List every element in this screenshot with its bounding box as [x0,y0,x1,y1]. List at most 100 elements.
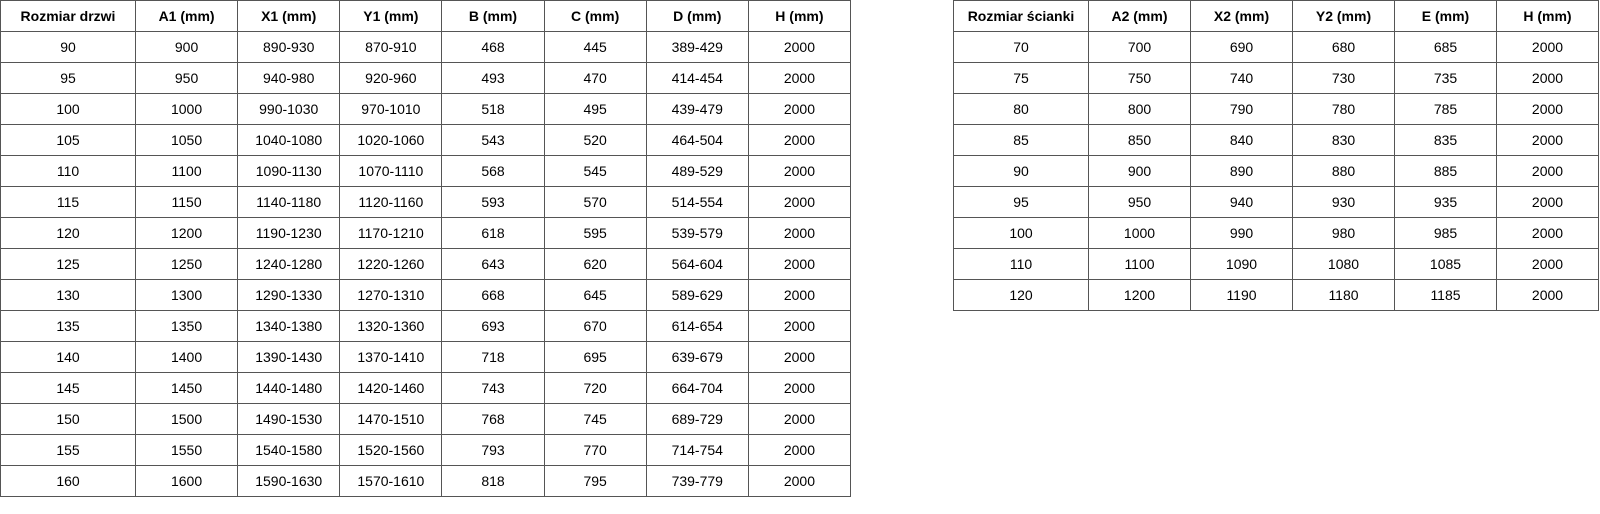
cell: 514-554 [645,186,749,218]
cell: 520 [543,124,647,156]
cell: 835 [1394,124,1497,156]
cell: 735 [1394,62,1497,94]
cell: 818 [441,465,545,497]
cell: 2000 [1496,93,1599,125]
row: 95 950 940-980 920-960 493 470 414-454 2000 [0,62,852,94]
header-cell: A1 (mm) [134,0,239,32]
cell: 75 [953,62,1089,94]
cell: 890-930 [237,31,341,63]
cell: 80 [953,93,1089,125]
cell: 1490-1530 [237,403,341,435]
cell: 1100 [134,155,239,187]
row: 140 1400 1390-1430 1370-1410 718 695 639-679 20… [0,341,852,373]
cell: 1300 [134,279,239,311]
cell: 1600 [134,465,239,497]
cell: 1420-1460 [339,372,443,404]
cell: 160 [0,465,136,497]
cell: 900 [1088,155,1191,187]
cell: 2000 [747,186,852,218]
cell: 743 [441,372,545,404]
cell: 2000 [747,248,852,280]
cell: 1590-1630 [237,465,341,497]
row: 125 1250 1240-1280 1220-1260 643 620 564-604 20… [0,248,852,280]
header-cell: X1 (mm) [237,0,341,32]
cell: 720 [543,372,647,404]
cell: 1090-1130 [237,155,341,187]
cell: 990 [1190,217,1293,249]
row: 90 900 890 880 885 2000 [953,155,1599,187]
cell: 645 [543,279,647,311]
cell: 1450 [134,372,239,404]
cell: 1370-1410 [339,341,443,373]
cell: 1185 [1394,279,1497,311]
cell: 718 [441,341,545,373]
header-cell: Y2 (mm) [1292,0,1395,32]
cell: 145 [0,372,136,404]
cell: 970-1010 [339,93,443,125]
cell: 2000 [747,434,852,466]
cell: 1200 [1088,279,1191,311]
cell: 1085 [1394,248,1497,280]
cell: 700 [1088,31,1191,63]
cell: 135 [0,310,136,342]
row: 85 850 840 830 835 2000 [953,124,1599,156]
cell: 885 [1394,155,1497,187]
cell: 1070-1110 [339,155,443,187]
row: 100 1000 990 980 985 2000 [953,217,1599,249]
cell: 985 [1394,217,1497,249]
cell: 935 [1394,186,1497,218]
cell: 2000 [747,93,852,125]
cell: 470 [543,62,647,94]
cell: 1020-1060 [339,124,443,156]
row: 120 1200 1190 1180 1185 2000 [953,279,1599,311]
cell: 714-754 [645,434,749,466]
cell: 1170-1210 [339,217,443,249]
cell: 930 [1292,186,1395,218]
cell: 140 [0,341,136,373]
cell: 1340-1380 [237,310,341,342]
cell: 795 [543,465,647,497]
cell: 768 [441,403,545,435]
cell: 493 [441,62,545,94]
wall-table: Rozmiar ścianki A2 (mm) X2 (mm) Y2 (mm) E (m… [953,0,1599,311]
header-row: Rozmiar drzwi A1 (mm) X1 (mm) Y1 (mm) B (mm)… [0,0,852,32]
cell: 1100 [1088,248,1191,280]
cell: 1550 [134,434,239,466]
cell: 1440-1480 [237,372,341,404]
cell: 115 [0,186,136,218]
cell: 120 [0,217,136,249]
cell: 2000 [1496,217,1599,249]
cell: 2000 [747,279,852,311]
cell: 130 [0,279,136,311]
cell: 830 [1292,124,1395,156]
cell: 125 [0,248,136,280]
cell: 1570-1610 [339,465,443,497]
cell: 95 [953,186,1089,218]
header-cell: H (mm) [1496,0,1599,32]
cell: 414-454 [645,62,749,94]
cell: 2000 [1496,248,1599,280]
row: 105 1050 1040-1080 1020-1060 543 520 464-504 20… [0,124,852,156]
cell: 1120-1160 [339,186,443,218]
cell: 1320-1360 [339,310,443,342]
cell: 990-1030 [237,93,341,125]
cell: 2000 [747,31,852,63]
cell: 85 [953,124,1089,156]
cell: 740 [1190,62,1293,94]
header-cell: A2 (mm) [1088,0,1191,32]
row: 120 1200 1190-1230 1170-1210 618 595 539-579 20… [0,217,852,249]
cell: 539-579 [645,217,749,249]
cell: 2000 [747,155,852,187]
cell: 70 [953,31,1089,63]
cell: 495 [543,93,647,125]
door-table: Rozmiar drzwi A1 (mm) X1 (mm) Y1 (mm) B (mm)… [0,0,852,497]
cell: 2000 [747,124,852,156]
row: 150 1500 1490-1530 1470-1510 768 745 689-729 20… [0,403,852,435]
cell: 793 [441,434,545,466]
cell: 693 [441,310,545,342]
cell: 670 [543,310,647,342]
row: 70 700 690 680 685 2000 [953,31,1599,63]
cell: 1050 [134,124,239,156]
cell: 690 [1190,31,1293,63]
cell: 1080 [1292,248,1395,280]
